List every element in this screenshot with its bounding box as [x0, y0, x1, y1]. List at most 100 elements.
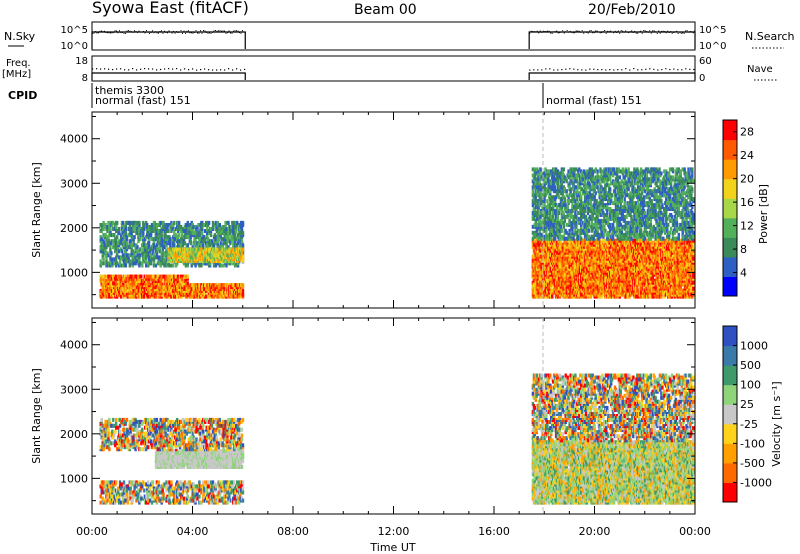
scatter-cell: [212, 263, 216, 268]
scatter-cell: [210, 239, 214, 244]
scatter-cell: [160, 237, 163, 242]
scatter-cell: [173, 239, 176, 244]
nsearch-point: [547, 30, 549, 32]
nsearch-point: [617, 30, 619, 32]
nsearch-point: [551, 32, 553, 34]
scatter-cell: [161, 239, 164, 244]
scatter-cell: [241, 247, 245, 252]
nsearch-point: [185, 32, 186, 34]
nsearch-point: [123, 32, 125, 34]
nsearch-point: [194, 31, 195, 33]
scatter-cell: [206, 231, 209, 236]
scatter-cell: [199, 231, 202, 236]
scatter-cell: [169, 279, 172, 283]
scatter-cell: [180, 237, 184, 242]
nsearch-point: [158, 32, 159, 34]
scatter-cell: [189, 239, 192, 244]
nave-point: [561, 69, 563, 71]
nsearch-point: [638, 31, 640, 33]
nsearch-point: [611, 31, 613, 33]
scatter-cell: [128, 227, 131, 231]
scatter-cell: [102, 274, 105, 279]
scatter-cell: [141, 281, 144, 286]
nsearch-point: [665, 32, 667, 34]
nsearch-point: [691, 31, 693, 33]
scatter-cell: [240, 251, 244, 256]
scatter-cell: [111, 279, 114, 283]
nsearch-point: [179, 31, 180, 33]
nsearch-label: N.Search: [745, 30, 795, 43]
nsearch-point: [619, 32, 621, 34]
nsearch-point: [560, 31, 562, 33]
scatter-cell: [200, 263, 203, 268]
scatter-cell: [190, 220, 193, 225]
scatter-cell: [155, 243, 159, 248]
scatter-cell: [137, 276, 140, 281]
scatter-cell: [130, 227, 133, 231]
scatter-cell: [146, 223, 149, 227]
scatter-cell: [173, 229, 176, 233]
nsearch-point: [667, 30, 669, 32]
nsearch-point: [541, 31, 543, 33]
scatter-cell: [201, 220, 204, 225]
nave-point: [593, 68, 595, 70]
nave-point: [669, 68, 671, 71]
scatter-cell: [234, 239, 237, 244]
nsearch-point: [641, 32, 643, 34]
nsearch-point: [575, 30, 577, 32]
nsearch-point: [180, 30, 182, 32]
scatter-cell: [150, 223, 154, 227]
scatter-cell: [134, 220, 137, 225]
nave-point: [629, 69, 631, 71]
nsearch-point: [105, 32, 107, 33]
scatter-cell: [179, 225, 183, 229]
nsearch-point: [592, 32, 594, 34]
nsearch-point: [122, 31, 123, 33]
scatter-cell: [203, 223, 206, 227]
scatter-cell: [227, 233, 230, 238]
nsearch-point: [565, 31, 567, 33]
scatter-cell: [124, 263, 128, 268]
nsearch-point: [233, 30, 234, 32]
nave-point: [180, 69, 182, 71]
nsearch-point: [92, 32, 93, 34]
scatter-cell: [110, 274, 113, 279]
nsearch-point: [95, 31, 96, 33]
scatter-cell: [172, 223, 175, 227]
nsearch-point: [164, 30, 165, 32]
scatter-cell: [100, 261, 103, 266]
scatter-cell: [132, 279, 135, 283]
nave-point: [152, 68, 154, 70]
nsearch-point: [664, 31, 666, 32]
nsearch-point: [637, 32, 639, 34]
scatter-cell: [149, 274, 153, 279]
scatter-cell: [240, 227, 244, 231]
scatter-cell: [232, 283, 235, 288]
nsky-tick-bottom: 10^0: [61, 41, 88, 52]
scatter-cell: [152, 276, 156, 281]
nsearch-point: [643, 30, 645, 31]
scatter-cell: [158, 223, 161, 227]
nave-point: [184, 68, 186, 70]
scatter-cell: [241, 292, 245, 297]
scatter-cell: [116, 261, 119, 266]
nsearch-point: [589, 30, 591, 32]
nsearch-point: [237, 30, 239, 32]
scatter-cell: [211, 287, 215, 291]
scatter-cell: [124, 223, 128, 227]
scatter-cell: [113, 281, 116, 286]
nsearch-point: [153, 32, 155, 34]
nsearch-point: [688, 31, 690, 33]
scatter-cell: [141, 263, 144, 268]
scatter-cell: [128, 220, 131, 225]
scatter-cell: [115, 274, 118, 279]
scatter-cell: [117, 227, 121, 231]
scatter-cell: [153, 245, 157, 250]
scatter-cell: [136, 245, 139, 250]
nsearch-point: [170, 31, 171, 33]
scatter-cell: [142, 220, 145, 225]
nsearch-point: [605, 32, 607, 34]
nsearch-point: [652, 30, 654, 32]
nsearch-point: [650, 32, 652, 34]
scatter-cell: [104, 253, 107, 258]
